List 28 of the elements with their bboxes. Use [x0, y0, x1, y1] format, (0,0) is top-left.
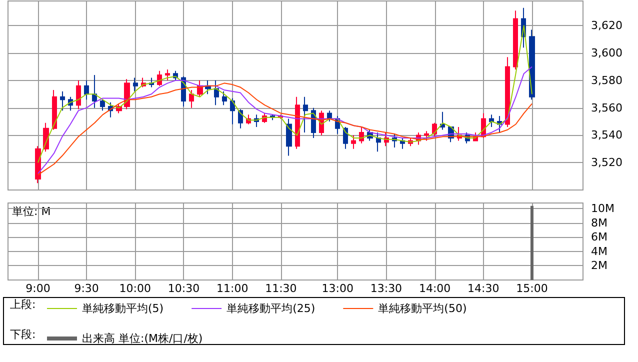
legend-label: 単純移動平均(25): [226, 302, 316, 315]
legend-label: 出来高 単位:(M株/口/枚): [82, 332, 203, 345]
x-tick-label: 10:30: [168, 282, 200, 295]
y-tick-label: 3,600: [591, 46, 622, 60]
x-tick-label: 13:00: [322, 282, 354, 295]
y-tick-label: 3,560: [591, 101, 622, 114]
x-tick-label: 11:30: [265, 282, 297, 295]
y-tick-label: 10M: [591, 202, 614, 216]
x-tick-label: 9:30: [74, 282, 99, 295]
y-tick-label: 3,540: [591, 128, 622, 142]
legend-label: 単純移動平均(5): [82, 302, 164, 315]
y-tick-label: 3,620: [591, 19, 622, 32]
x-tick-label: 9:00: [26, 282, 50, 295]
x-tick-label: 14:30: [468, 282, 500, 295]
x-tick-label: 14:00: [418, 282, 451, 295]
y-tick-label: 6M: [591, 230, 608, 244]
x-tick-label: 15:00: [516, 282, 548, 295]
y-tick-label: 8M: [591, 216, 608, 230]
y-tick-label: 3,580: [591, 74, 622, 87]
y-tick-label: 2M: [591, 259, 608, 272]
text: 下段:: [10, 328, 36, 341]
legend-label: 単純移動平均(50): [378, 302, 467, 315]
x-tick-label: 13:30: [370, 282, 402, 295]
x-tick-label: 10:00: [119, 282, 151, 295]
y-tick-label: 4M: [591, 244, 608, 258]
text: 上段:: [10, 298, 36, 311]
x-tick-label: 11:00: [216, 282, 248, 295]
y-tick-label: 3,520: [591, 156, 622, 170]
